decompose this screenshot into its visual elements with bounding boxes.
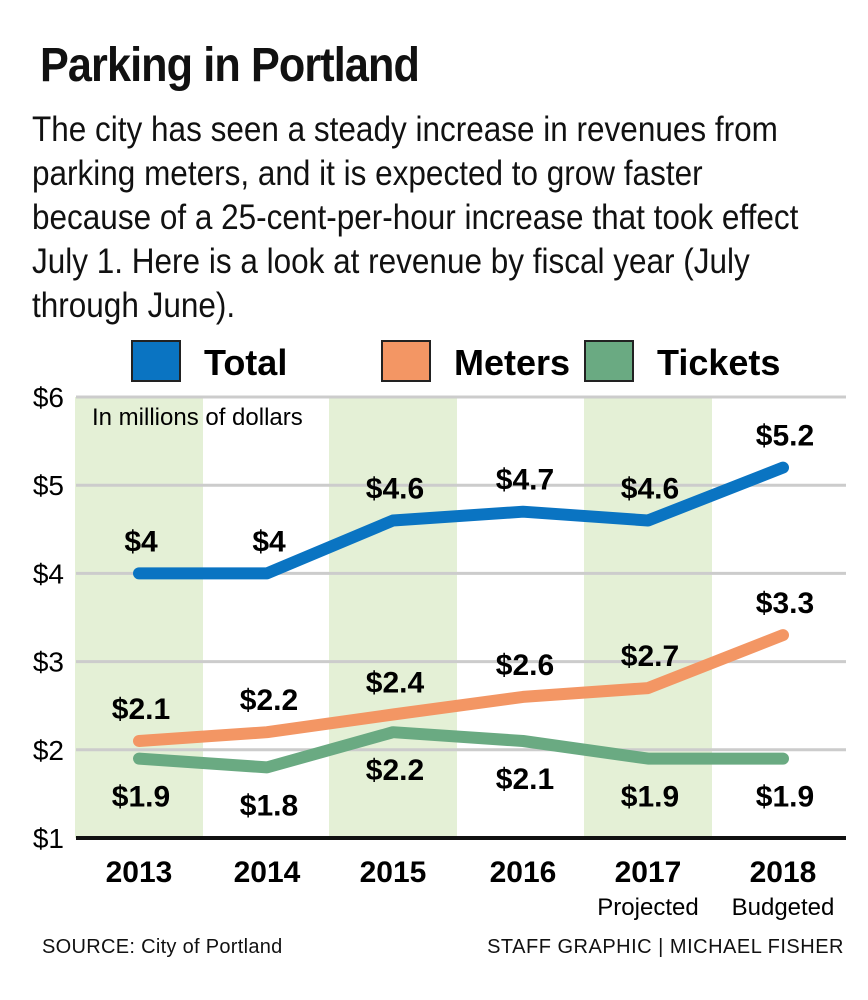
series-line-meters <box>133 629 789 747</box>
data-label-meters: $2.4 <box>366 667 425 700</box>
data-label-tickets: $1.9 <box>621 781 679 814</box>
chart-title: Parking in Portland <box>40 39 420 92</box>
data-label-total: $4.6 <box>366 472 424 505</box>
series-line-total <box>133 461 789 580</box>
data-label-meters: $2.7 <box>621 640 679 673</box>
data-label-meters: $2.1 <box>112 693 170 726</box>
x-tick-sublabel: Projected <box>597 894 698 921</box>
y-tick-label: $6 <box>33 382 64 413</box>
legend-label-tickets: Tickets <box>657 342 780 383</box>
x-tick-label: 2017 <box>615 856 682 889</box>
y-tick-label: $4 <box>33 558 64 589</box>
credit-note: STAFF GRAPHIC | MICHAEL FISHER <box>487 936 844 958</box>
data-label-tickets: $2.2 <box>366 754 424 787</box>
source-note: SOURCE: City of Portland <box>42 936 283 958</box>
legend-label-total: Total <box>204 342 287 383</box>
data-label-tickets: $1.9 <box>112 781 170 814</box>
x-tick-label: 2018 <box>750 856 817 889</box>
x-tick-label: 2014 <box>234 856 301 889</box>
band-2017 <box>584 397 712 838</box>
y-tick-label: $1 <box>33 823 64 854</box>
y-tick-label: $5 <box>33 470 64 501</box>
data-label-meters: $2.6 <box>496 649 554 682</box>
data-label-meters: $2.2 <box>240 684 298 717</box>
x-tick-label: 2013 <box>106 856 173 889</box>
legend-swatch-meters <box>381 340 431 382</box>
data-label-total: $4 <box>252 525 286 558</box>
data-label-total: $4 <box>124 525 158 558</box>
data-label-tickets: $2.1 <box>496 763 554 796</box>
band-2013 <box>75 397 203 838</box>
legend-swatch-tickets <box>584 340 634 382</box>
x-tick-sublabel: Budgeted <box>732 894 835 921</box>
chart-description: The city has seen a steady increase in r… <box>32 110 799 325</box>
x-tick-label: 2015 <box>360 856 427 889</box>
data-label-tickets: $1.9 <box>756 781 814 814</box>
y-tick-label: $2 <box>33 735 64 766</box>
y-tick-label: $3 <box>33 647 64 678</box>
data-label-total: $5.2 <box>756 420 814 453</box>
band-2015 <box>329 397 457 838</box>
x-tick-label: 2016 <box>490 856 557 889</box>
legend-label-meters: Meters <box>454 342 570 383</box>
data-label-meters: $3.3 <box>756 587 814 620</box>
units-note: In millions of dollars <box>92 404 303 431</box>
data-label-tickets: $1.8 <box>240 789 298 822</box>
data-label-total: $4.7 <box>496 464 554 497</box>
series-line-tickets <box>133 726 789 774</box>
data-label-total: $4.6 <box>621 472 679 505</box>
legend-swatch-total <box>131 340 181 382</box>
